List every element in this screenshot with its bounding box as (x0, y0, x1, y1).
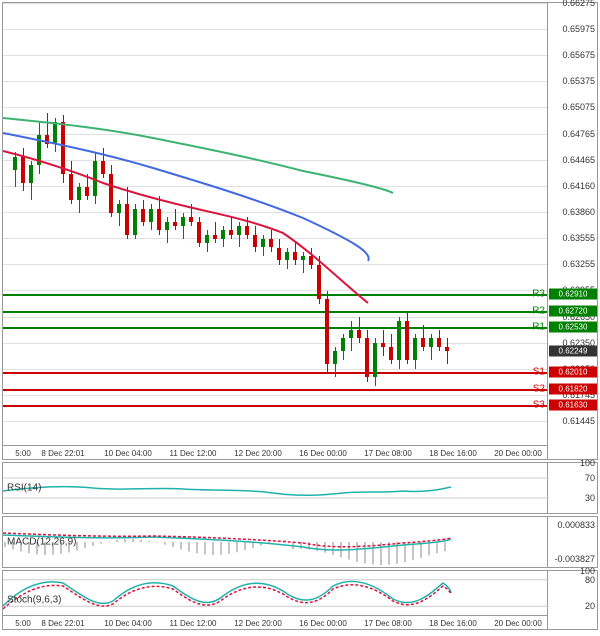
price-plot[interactable] (3, 3, 547, 445)
rsi-line (3, 463, 549, 513)
rsi-panel[interactable]: RSI(14) 1007030 (2, 462, 598, 514)
sr-label-s3: S3 (533, 400, 545, 411)
stoch-x-axis: 5:008 Dec 22:0110 Dec 04:0011 Dec 12:001… (3, 615, 547, 629)
macd-y-axis: 0.000833-0.003827 (547, 517, 597, 567)
price-x-axis: 5:008 Dec 22:0110 Dec 04:0011 Dec 12:001… (3, 445, 547, 459)
rsi-y-axis: 1007030 (547, 463, 597, 513)
macd-label: MACD(12,26,9) (7, 537, 76, 548)
stoch-y-axis: 1008020 (547, 571, 597, 629)
sr-line-s1 (3, 372, 547, 374)
sr-tag-s1: 0.62010 (549, 367, 597, 378)
sr-line-r2 (3, 311, 547, 313)
sr-label-r1: R1 (532, 322, 545, 333)
sr-tag-r2: 0.62720 (549, 305, 597, 316)
macd-lines (3, 517, 549, 567)
price-panel[interactable]: 0.662750.659750.656750.653750.650750.647… (2, 2, 598, 460)
sr-tag-r1: 0.62530 (549, 322, 597, 333)
sr-line-r1 (3, 327, 547, 329)
sr-tag-s2: 0.61820 (549, 383, 597, 394)
sr-label-r2: R2 (532, 305, 545, 316)
sr-label-s2: S2 (533, 383, 545, 394)
sr-line-s2 (3, 389, 547, 391)
sr-label-s1: S1 (533, 367, 545, 378)
sr-tag-s3: 0.61630 (549, 400, 597, 411)
macd-panel[interactable]: MACD(12,26,9) 0.000833-0.003827 (2, 516, 598, 568)
sr-line-r3 (3, 294, 547, 296)
rsi-label: RSI(14) (7, 483, 41, 494)
sr-tag-r3: 0.62910 (549, 289, 597, 300)
stoch-label: Stoch(9,6,3) (7, 595, 61, 606)
sr-label-r3: R3 (532, 289, 545, 300)
stoch-lines (3, 571, 549, 615)
sr-line-s3 (3, 405, 547, 407)
current-price-tag: 0.62249 (549, 346, 597, 357)
stoch-panel[interactable]: Stoch(9,6,3) 1008020 5:008 Dec 22:0110 D… (2, 570, 598, 630)
price-y-axis: 0.662750.659750.656750.653750.650750.647… (547, 3, 597, 459)
financial-chart: 0.662750.659750.656750.653750.650750.647… (0, 0, 600, 636)
